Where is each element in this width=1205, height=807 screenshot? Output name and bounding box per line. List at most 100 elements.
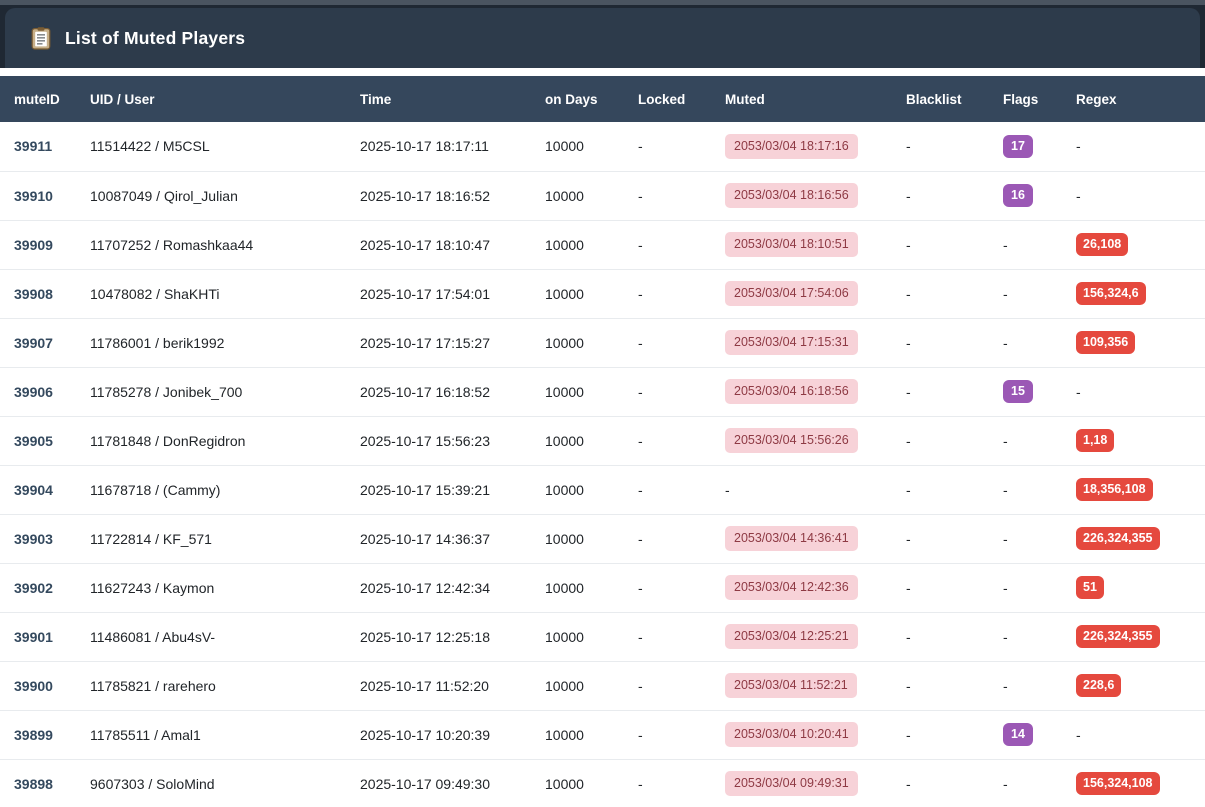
cell-time: 2025-10-17 17:54:01 [360,285,490,302]
cell-on_days: 10000 [545,726,584,743]
muted-players-table: muteID UID / User Time on Days Locked Muted Bl… [0,76,1205,807]
cell-flags: 15 [1003,367,1076,416]
cell-mute_id: 39911 [14,138,53,155]
cell-on_days: 10000 [545,187,584,204]
cell-locked: - [638,383,643,400]
cell-uid_user: 11785511 / Amal1 [90,726,201,743]
cell-on_days: 10000 [545,530,584,547]
cell-muted: 2053/03/04 17:54:06 [725,269,906,318]
cell-on_days: 10000 [545,236,584,253]
cell-uid_user: 11678718 / (Cammy) [90,481,221,498]
cell-muted: 2053/03/04 12:42:36 [725,563,906,612]
cell-blacklist: - [906,775,911,792]
muted-badge: 2053/03/04 14:36:41 [725,526,858,551]
cell-on_days: 10000 [545,579,584,596]
cell-regex: 1,18 [1076,416,1205,465]
cell-blacklist: - [906,236,911,253]
panel-header: List of Muted Players [5,8,1200,68]
column-header-on_days: on Days [545,91,598,107]
muted-badge: 2053/03/04 17:54:06 [725,281,858,306]
column-header-mute_id: muteID [14,91,60,107]
cell-regex: 18,356,108 [1076,465,1205,514]
cell-regex: 226,324,355 [1076,514,1205,563]
muted-badge: 2053/03/04 18:10:51 [725,232,858,257]
cell-regex: 156,324,6 [1076,269,1205,318]
cell-muted: 2053/03/04 15:56:26 [725,416,906,465]
cell-time: 2025-10-17 16:18:52 [360,383,490,400]
cell-uid_user: 11786001 / berik1992 [90,334,225,351]
cell-locked: - [638,677,643,694]
cell-uid_user: 11707252 / Romashkaa44 [90,236,254,253]
cell-time: 2025-10-17 17:15:27 [360,334,490,351]
cell-uid_user: 11785821 / rarehero [90,677,216,694]
regex-badge: 51 [1076,576,1104,599]
cell-on_days: 10000 [545,383,584,400]
cell-time: 2025-10-17 15:39:21 [360,481,490,498]
regex-badge: 226,324,355 [1076,527,1160,550]
cell-time: 2025-10-17 15:56:23 [360,432,490,449]
cell-blacklist: - [906,285,911,302]
cell-uid_user: 10478082 / ShaKHTi [90,285,220,302]
column-header-locked: Locked [638,91,686,107]
cell-flags: - [1003,579,1008,596]
cell-on_days: 10000 [545,481,584,498]
cell-regex: 156,324,108 [1076,759,1205,807]
cell-time: 2025-10-17 18:10:47 [360,236,490,253]
muted-badge: 2053/03/04 18:17:16 [725,134,858,159]
cell-flags: - [1003,236,1008,253]
cell-flags: - [1003,628,1008,645]
table-row: 39901 11486081 / Abu4sV- 2025-10-17 12:25:… [0,612,1205,661]
cell-regex: 26,108 [1076,220,1205,269]
cell-on_days: 10000 [545,677,584,694]
cell-muted: 2053/03/04 17:15:31 [725,318,906,367]
page-header-background: List of Muted Players [0,5,1205,68]
cell-time: 2025-10-17 12:25:18 [360,628,490,645]
cell-regex: 51 [1076,563,1205,612]
cell-time: 2025-10-17 12:42:34 [360,579,490,596]
cell-blacklist: - [906,677,911,694]
muted-badge: 2053/03/04 17:15:31 [725,330,858,355]
cell-mute_id: 39910 [14,187,53,204]
table-row: 39911 11514422 / M5CSL 2025-10-17 18:17:11… [0,122,1205,171]
flags-badge: 15 [1003,380,1033,403]
cell-mute_id: 39898 [14,775,53,792]
regex-badge: 18,356,108 [1076,478,1153,501]
cell-muted: 2053/03/04 18:17:16 [725,122,906,171]
cell-regex: 109,356 [1076,318,1205,367]
muted-badge: 2053/03/04 15:56:26 [725,428,858,453]
cell-muted: 2053/03/04 10:20:41 [725,710,906,759]
cell-mute_id: 39902 [14,579,53,596]
column-header-blacklist: Blacklist [906,91,962,107]
cell-muted: 2053/03/04 18:16:56 [725,171,906,220]
cell-uid_user: 11486081 / Abu4sV- [90,628,216,645]
regex-badge: 1,18 [1076,429,1115,452]
muted-badge: 2053/03/04 09:49:31 [725,771,858,796]
cell-on_days: 10000 [545,285,584,302]
cell-mute_id: 39904 [14,481,53,498]
cell-on_days: 10000 [545,432,584,449]
cell-mute_id: 39907 [14,334,53,351]
cell-regex: - [1076,187,1081,204]
cell-uid_user: 11722814 / KF_571 [90,530,212,547]
cell-mute_id: 39908 [14,285,53,302]
cell-regex: 226,324,355 [1076,612,1205,661]
cell-flags: - [1003,432,1008,449]
regex-badge: 156,324,6 [1076,282,1146,305]
cell-time: 2025-10-17 18:17:11 [360,138,489,155]
cell-blacklist: - [906,726,911,743]
cell-time: 2025-10-17 10:20:39 [360,726,490,743]
cell-uid_user: 10087049 / Qirol_Julian [90,187,238,204]
table-row: 39902 11627243 / Kaymon 2025-10-17 12:42:3… [0,563,1205,612]
cell-flags: - [1003,530,1008,547]
cell-mute_id: 39906 [14,383,53,400]
cell-locked: - [638,187,643,204]
cell-flags: - [1003,677,1008,694]
cell-muted: 2053/03/04 12:25:21 [725,612,906,661]
cell-blacklist: - [906,383,911,400]
cell-muted: - [725,481,730,498]
cell-mute_id: 39903 [14,530,53,547]
cell-flags: 17 [1003,122,1076,171]
table-row: 39909 11707252 / Romashkaa44 2025-10-17 18… [0,220,1205,269]
cell-muted: 2053/03/04 18:10:51 [725,220,906,269]
table-row: 39905 11781848 / DonRegidron 2025-10-17 15… [0,416,1205,465]
